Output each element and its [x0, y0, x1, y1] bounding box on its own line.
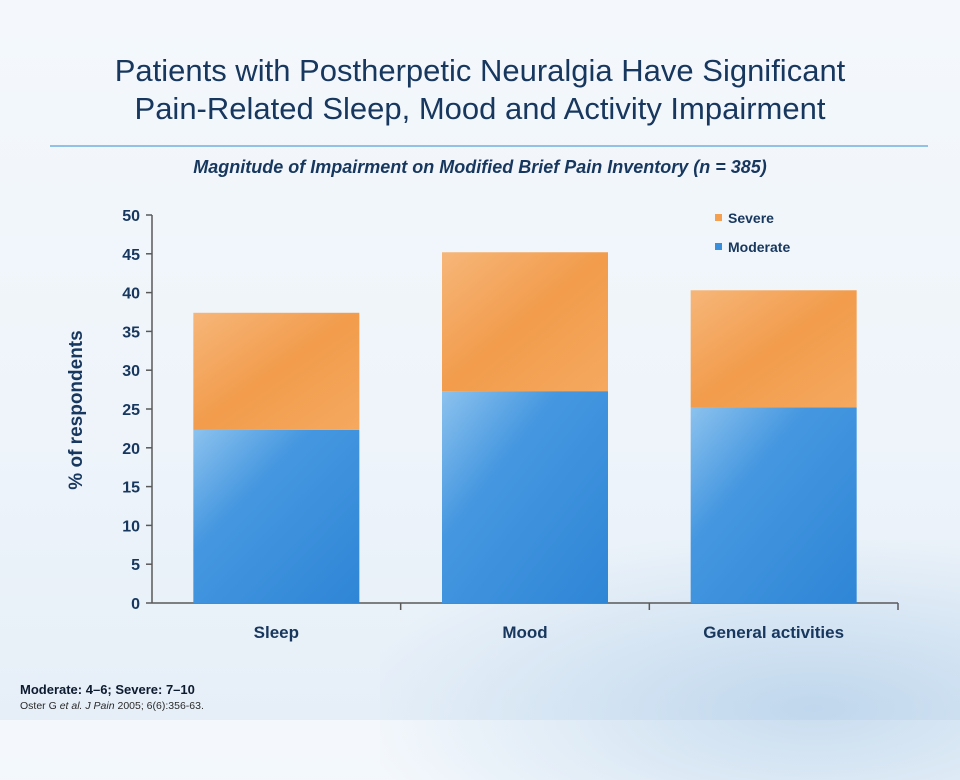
y-tick-label: 20: [122, 441, 140, 458]
y-tick-label: 10: [122, 518, 140, 535]
bar-moderate-sleep: [193, 429, 360, 603]
chart-tick-labels: 0 5 10 15 20 25 30 35 40 45 50 Sleep Mood General act…: [122, 208, 844, 642]
title-divider: [50, 145, 928, 147]
bar-moderate-mood: [442, 391, 608, 603]
y-tick-label: 0: [131, 596, 140, 613]
y-tick-label: 5: [131, 557, 140, 574]
y-tick-label: 30: [122, 363, 140, 380]
bar-severe-mood: [442, 252, 608, 392]
y-tick-label: 25: [122, 402, 140, 419]
legend-swatch-moderate: [715, 243, 722, 250]
legend-label-severe: Severe: [728, 210, 774, 226]
x-tick-label: General activities: [703, 623, 844, 642]
slide-title-line-2: Pain-Related Sleep, Mood and Activity Im…: [134, 91, 826, 126]
bar-severe-general-activities: [690, 290, 857, 408]
x-tick-label: Mood: [502, 623, 547, 642]
y-tick-label: 50: [122, 208, 140, 225]
citation-etal: et al.: [59, 700, 83, 712]
stacked-bar-chart: 0 5 10 15 20 25 30 35 40 45 50 Sleep Mood General act…: [66, 208, 899, 642]
legend-swatch-severe: [715, 214, 722, 221]
y-tick-label: 45: [122, 247, 140, 264]
chart-title: Magnitude of Impairment on Modified Brie…: [193, 157, 767, 177]
citation-author: Oster G: [20, 700, 60, 712]
citation-details: 2005; 6(6):356-63.: [114, 700, 204, 712]
citation: Oster G et al. J Pain 2005; 6(6):356-63.: [20, 700, 204, 712]
footnote-scale: Moderate: 4–6; Severe: 7–10: [20, 682, 195, 697]
slide-title-line-1: Patients with Postherpetic Neuralgia Hav…: [114, 53, 846, 88]
legend-label-moderate: Moderate: [728, 239, 790, 255]
y-tick-label: 15: [122, 480, 140, 497]
chart-legend: Severe Moderate: [715, 210, 790, 255]
y-tick-label: 40: [122, 286, 140, 303]
y-tick-label: 35: [122, 324, 140, 341]
x-tick-label: Sleep: [254, 623, 299, 642]
chart-bars: [193, 252, 857, 603]
y-axis-label: % of respondents: [66, 330, 87, 489]
bar-moderate-general-activities: [690, 407, 857, 603]
slide-title: Patients with Postherpetic Neuralgia Hav…: [40, 52, 920, 128]
citation-journal: J Pain: [82, 700, 115, 712]
bar-severe-sleep: [193, 312, 360, 430]
